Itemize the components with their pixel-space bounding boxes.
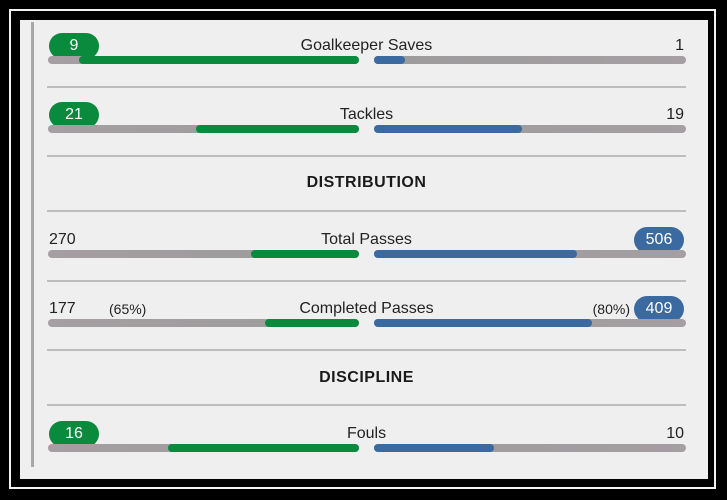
away-value: 19 [666,104,684,126]
home-bar-track [48,444,359,452]
away-value: 409 [634,296,684,322]
left-border-line [31,22,34,467]
away-percentage: (80%) [592,301,630,317]
away-bar-track [374,56,686,64]
home-bar-track [48,56,359,64]
home-value-text: 16 [49,421,99,447]
home-bar-track [48,319,359,327]
divider [47,349,686,351]
stat-label: Completed Passes [299,300,434,317]
home-value-text: 270 [49,231,76,248]
home-value: 270 [49,229,76,251]
away-value-text: 1 [675,37,684,54]
home-value: 9 [49,33,99,59]
section-heading: DISTRIBUTION [306,174,427,191]
away-value: 506 [634,227,684,253]
divider [47,280,686,282]
away-value-text: 506 [634,227,684,253]
home-value: 21 [49,102,99,128]
divider [47,404,686,406]
away-bar-track [374,250,686,258]
away-value: 1 [675,35,684,57]
home-bar-track [48,250,359,258]
away-bar-fill [374,250,578,258]
stat-label: Goalkeeper Saves [300,37,433,54]
home-value-text: 9 [49,33,99,59]
away-value: 10 [666,423,684,445]
home-bar-fill [195,125,359,133]
home-value-text: 177 [49,300,76,317]
away-bar-track [374,444,686,452]
away-bar-track [374,319,686,327]
divider [47,210,686,212]
divider [47,155,686,157]
away-bar-track [374,125,686,133]
away-value-text: 409 [634,296,684,322]
stat-label: Tackles [339,106,394,123]
away-bar-fill [374,444,494,452]
home-bar-fill [167,444,359,452]
home-bar-track [48,125,359,133]
home-bar-fill [79,56,359,64]
stat-label: Fouls [346,425,387,442]
match-stats-panel: 9 Goalkeeper Saves 1 21 Tackles 19 DISTRIBUTIO… [20,20,708,479]
home-value-text: 21 [49,102,99,128]
home-bar-fill [265,319,359,327]
home-value: 177 [49,298,76,320]
away-value-text: 19 [666,106,684,123]
stat-label: Total Passes [321,231,412,248]
away-bar-fill [374,56,406,64]
away-value-text: 10 [666,425,684,442]
home-percentage: (65%) [109,301,147,317]
home-value: 16 [49,421,99,447]
away-bar-fill [374,319,592,327]
away-bar-fill [374,125,523,133]
divider [47,86,686,88]
section-heading: DISCIPLINE [319,369,414,386]
outer-frame [9,9,716,489]
home-bar-fill [250,250,359,258]
